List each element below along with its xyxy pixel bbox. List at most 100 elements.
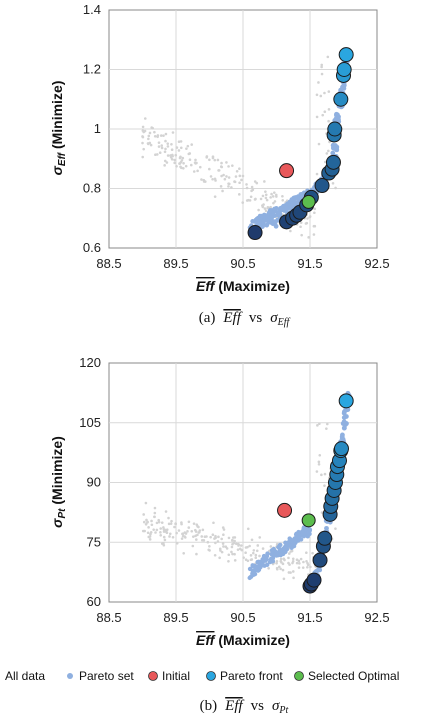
pareto-front-point [312,552,328,568]
all-data-point [223,177,227,181]
all-data-point [297,566,301,569]
caption-b-vs: vs [251,698,265,714]
all-data-point [209,535,212,539]
pareto-set-point [284,205,289,210]
pareto-set-point [336,114,341,120]
all-data-point [144,501,148,505]
pareto-set-point [247,575,252,581]
all-data-point [160,144,164,147]
pareto-set-point [261,219,266,224]
all-data-point [306,565,309,569]
pareto-set-point [276,545,281,550]
all-data-point [147,134,151,138]
pareto-set-point [341,82,347,88]
all-data-point [222,545,225,548]
all-data-point [225,161,228,164]
all-data-point [191,535,195,538]
all-data-point [162,535,166,539]
all-data-point [157,520,161,524]
all-data-point [153,506,157,510]
all-data-point [153,511,157,515]
all-data-point [233,559,237,562]
all-data-point [175,165,178,168]
all-data-point [220,550,224,554]
all-data-point [249,554,253,557]
highlight-points-b [277,502,316,528]
all-data-point [279,567,282,571]
all-data-point [264,196,268,200]
all-data-point [325,152,329,155]
all-data-point [304,222,308,225]
all-data-point [248,199,252,202]
all-data-point [184,164,188,168]
all-data-point [217,535,220,539]
all-data-point [315,470,319,473]
all-data-point [209,175,213,178]
all-data-point [317,463,321,466]
all-data-point [261,194,265,198]
all-data-point [192,522,196,525]
all-data-point [190,143,194,146]
all-data-point [221,542,225,545]
all-data-point [227,536,231,540]
pareto-set-point [293,537,298,543]
all-data-point [316,424,319,427]
all-data-point [233,180,236,183]
all-data-point [238,181,241,185]
all-data-point [315,115,319,119]
pareto-set-point [340,432,345,438]
pareto-set-point [304,531,310,537]
all-data-point [141,155,145,159]
x-tick-label-b: 92.5 [364,610,389,625]
legend-pareto-set-label: Pareto set [79,669,134,683]
all-data-point [306,563,310,567]
all-data-point [246,527,250,531]
all-data-point [179,160,183,164]
all-data-point [147,137,150,141]
all-data-point [142,130,146,134]
all-data-point [313,207,317,211]
pareto-set-point [341,410,347,416]
all-data-point [218,547,222,551]
all-data-point [141,135,145,139]
x-axis-label-b-symbol: Eff [196,632,216,648]
caption-a-y: σ [270,310,278,326]
all-data-point [162,134,165,137]
all-data-point [164,510,168,513]
pareto-front-point [336,62,352,77]
all-data-point [166,154,170,157]
all-data-point [153,130,156,134]
all-data-point [269,196,272,199]
all-data-point [315,172,319,176]
x-tick-label-a: 89.5 [163,256,188,271]
pareto-set-point [279,551,285,556]
all-data-point [232,536,235,539]
pareto-set-point [286,540,291,545]
all-data-point [245,186,249,190]
all-data-point [182,162,185,165]
all-data-point [295,558,299,562]
all-data-point [287,552,291,555]
all-data-point [211,533,215,537]
all-data-point [275,566,279,570]
pareto-set-point [264,562,270,568]
all-data-point [298,562,301,565]
caption-b-y-sub: Pt [278,705,288,716]
all-data-point [187,520,191,524]
all-data-point [179,146,183,150]
pareto-front-point [338,393,354,409]
all-data-point [141,141,144,145]
all-data-point [194,530,198,533]
all-data-point [273,200,277,203]
all-data-point [311,551,314,555]
all-data-point [175,541,179,545]
y-axis-label-b: σPt (Minimize) [49,436,68,528]
all-data-point [170,143,173,146]
all-data-point [174,153,178,157]
y-axis-label-b-symbol: σ [49,518,65,528]
all-data-point [233,539,236,543]
all-data-point [163,538,167,542]
pareto-set-point [264,218,270,223]
all-data-point [323,472,327,476]
